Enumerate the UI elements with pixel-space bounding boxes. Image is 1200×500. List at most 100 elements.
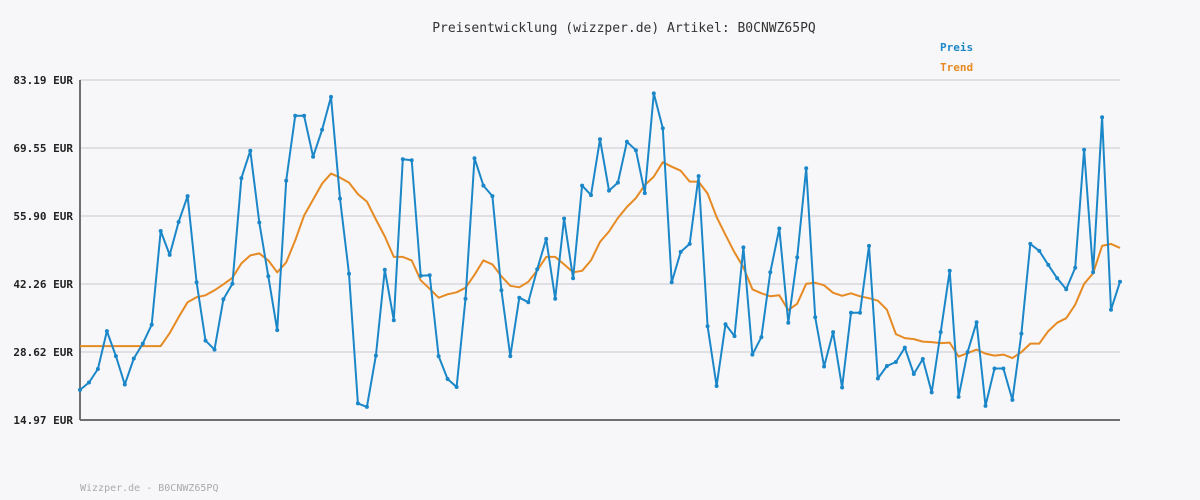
legend-entry-trend: Trend [940,61,973,74]
data-point-preis [840,385,845,390]
data-point-preis [947,268,952,273]
data-point-preis [382,267,387,272]
data-point-preis [481,183,486,188]
data-point-preis [1010,397,1015,402]
data-point-preis [983,403,988,408]
y-tick-label: 55.90 EUR [13,210,73,223]
data-point-preis [490,194,495,199]
data-point-preis [660,126,665,131]
data-point-preis [409,158,414,163]
data-point-preis [203,338,208,343]
data-point-preis [230,281,235,286]
data-point-preis [607,188,611,193]
y-tick-label: 28.62 EUR [13,346,73,359]
data-point-preis [956,394,961,399]
data-point-preis [571,276,576,281]
data-point-preis [517,295,522,300]
data-point-preis [1118,279,1122,284]
data-point-preis [553,296,558,301]
data-point-preis [580,183,585,188]
data-point-preis [831,330,836,335]
data-point-preis [669,280,674,285]
data-point-preis [302,113,307,118]
data-point-preis [212,347,217,352]
data-point-preis [499,288,504,293]
data-point-preis [535,267,540,272]
data-point-preis [347,271,351,276]
data-point-preis [723,322,728,327]
data-point-preis [104,329,109,334]
data-point-preis [1037,248,1042,253]
data-point-preis [418,273,423,278]
data-point-preis [78,387,82,392]
footer-credit: Wizzper.de - B0CNWZ65PQ [80,483,218,494]
data-point-preis [714,384,719,388]
data-point-preis [1109,307,1113,312]
data-point-preis [678,249,683,254]
data-point-preis [1001,366,1006,371]
data-point-preis [1019,331,1024,336]
data-point-preis [248,148,253,153]
data-point-preis [732,334,737,339]
data-point-preis [284,178,289,183]
y-tick-label: 42.26 EUR [13,278,73,291]
data-point-preis [1064,287,1069,292]
data-point-preis [140,341,145,346]
data-point-preis [454,385,459,389]
data-point-preis [867,243,871,248]
data-point-preis [320,127,325,132]
data-point-preis [750,352,755,357]
data-point-preis [1091,270,1096,275]
data-point-preis [293,113,298,118]
data-point-preis [311,154,316,159]
data-point-preis [275,328,280,333]
data-point-preis [221,297,226,302]
data-point-preis [884,364,889,368]
legend-entry-preis: Preis [940,41,973,54]
data-point-preis [562,216,567,221]
data-point-preis [992,366,997,371]
data-point-preis [427,273,432,278]
data-point-preis [875,376,880,381]
data-point-preis [113,354,118,359]
y-tick-label: 14.97 EUR [13,414,73,427]
data-point-preis [167,252,172,257]
data-point-preis [589,193,593,198]
data-point-preis [642,191,647,196]
data-point-preis [87,380,91,385]
data-point-preis [624,139,629,144]
data-point-preis [777,226,782,231]
data-point-preis [1028,241,1033,246]
data-point-preis [911,372,916,376]
data-point-preis [1100,115,1105,120]
data-point-preis [929,390,934,395]
data-point-preis [795,255,800,260]
data-point-preis [400,157,405,162]
data-point-preis [768,270,773,275]
data-point-preis [526,300,531,305]
data-point-preis [651,91,656,96]
data-point-preis [436,354,441,359]
data-point-preis [239,176,244,181]
data-point-preis [920,357,925,361]
data-point-preis [696,174,701,179]
y-tick-label: 83.19 EUR [13,74,73,87]
data-point-preis [194,280,199,285]
data-point-preis [445,377,450,381]
data-point-preis [759,335,764,340]
y-tick-label: 69.55 EUR [13,142,73,155]
data-point-preis [544,236,549,241]
data-point-preis [849,310,853,315]
data-point-preis [355,401,360,406]
series-lines [78,91,1122,409]
data-point-preis [131,356,136,361]
data-point-preis [598,137,602,142]
data-point-preis [257,220,262,225]
data-point-preis [786,320,791,325]
data-point-preis [158,229,163,233]
data-point-preis [822,364,827,369]
data-point-preis [1073,265,1078,270]
data-point-preis [338,196,342,201]
data-point-preis [893,360,898,364]
data-point-preis [687,241,692,246]
